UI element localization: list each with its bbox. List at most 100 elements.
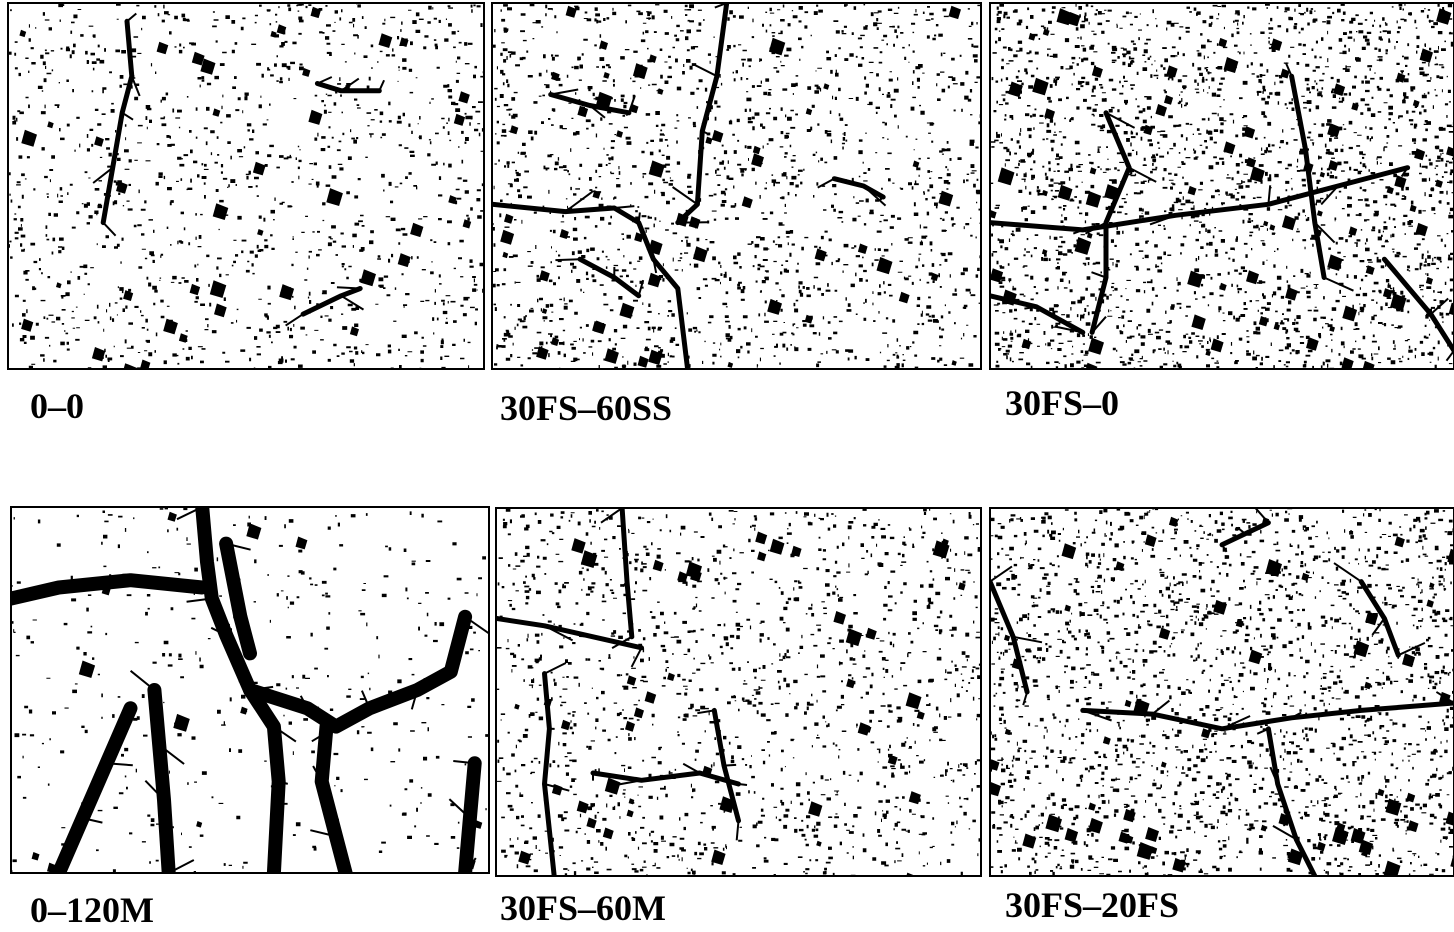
crack-branch: [186, 597, 212, 603]
crack-branch: [106, 762, 133, 767]
crack-branch: [1272, 825, 1297, 841]
micrograph: [989, 2, 1454, 370]
crack-branch: [1314, 875, 1317, 876]
crack-branch: [1149, 214, 1176, 226]
micrograph: [7, 2, 485, 370]
crack-branch: [693, 63, 718, 78]
crack-branch: [550, 88, 579, 96]
crack-branch: [738, 783, 748, 786]
crack-branch: [299, 695, 309, 709]
crack-branch: [448, 798, 471, 819]
pores: [492, 3, 981, 369]
crack-branch: [1323, 276, 1354, 292]
crack-branch: [340, 294, 365, 311]
crack-branch: [1302, 145, 1307, 150]
crack-branch: [555, 258, 581, 262]
crack-branch: [676, 288, 680, 307]
micrograph-content: [492, 3, 981, 369]
crack-branch: [1284, 62, 1293, 77]
crack-branch: [102, 221, 117, 237]
panel-border: [7, 2, 485, 370]
crack-branch: [130, 75, 141, 97]
crack-branch: [158, 744, 185, 765]
crack-branch: [579, 635, 594, 638]
crack-branch: [345, 872, 347, 873]
crack: [1219, 520, 1271, 548]
crack-branch: [144, 780, 165, 801]
crack-branch: [126, 12, 137, 23]
crack-branch: [1022, 691, 1029, 706]
crack-branch: [46, 586, 59, 590]
crack: [1289, 73, 1327, 280]
crack-branch: [1091, 271, 1107, 279]
crack-branch: [1314, 221, 1336, 244]
micrograph-content: [8, 3, 484, 369]
crack-branch: [316, 76, 333, 85]
crack-branch: [1221, 715, 1251, 730]
crack-branch: [1371, 617, 1386, 636]
pores: [990, 3, 1454, 369]
panel-label: 30FS–60SS: [500, 388, 673, 428]
micrograph-content: [11, 507, 489, 873]
micrograph: [989, 507, 1454, 877]
panel-label: 30FS–0: [1005, 383, 1120, 423]
panel-label: 30FS–60M: [500, 888, 666, 928]
crack-branch: [239, 615, 248, 622]
crack-branch: [723, 763, 737, 767]
crack-branch: [273, 872, 276, 873]
crack-branch: [1400, 167, 1409, 178]
crack-branch: [129, 670, 156, 691]
crack-branch: [1084, 221, 1107, 235]
crack: [219, 536, 257, 661]
panel-border: [495, 507, 982, 877]
crack: [11, 573, 210, 606]
crack-branch: [817, 177, 835, 189]
crack: [831, 176, 886, 200]
crack-branch: [410, 689, 419, 710]
crack-branch: [1383, 258, 1397, 275]
crack-branch: [600, 508, 623, 524]
crack-branch: [697, 709, 715, 715]
crack-branch: [1024, 305, 1037, 310]
panel-border: [10, 506, 490, 874]
crack-branch: [637, 212, 641, 223]
crack-branch: [544, 662, 567, 675]
crack-branch: [206, 561, 215, 576]
crack-branch: [312, 765, 323, 782]
crack-branch: [1072, 228, 1084, 235]
crack-branch: [378, 79, 385, 92]
micrograph-content: [496, 508, 981, 876]
crack-branch: [310, 829, 337, 838]
micrograph: [10, 506, 490, 874]
crack: [100, 18, 135, 226]
crack-branch: [1054, 325, 1084, 334]
crack-branch: [273, 725, 297, 743]
crack: [51, 701, 138, 873]
micrograph-content: [990, 3, 1454, 369]
crack: [619, 508, 635, 640]
crack-branch: [672, 186, 698, 206]
crack-branch: [1151, 699, 1171, 715]
crack-branch: [82, 817, 103, 824]
crack-branch: [1105, 111, 1136, 129]
crack-branch: [464, 615, 489, 635]
crack-branch: [316, 706, 328, 728]
crack: [147, 683, 176, 873]
pores: [990, 508, 1454, 876]
panel-border: [989, 2, 1454, 370]
crack-branch: [652, 258, 658, 274]
crack-branch: [125, 708, 132, 723]
crack: [548, 92, 632, 116]
crack-branch: [1397, 641, 1426, 657]
crack-branch: [862, 185, 887, 207]
panel-border: [989, 507, 1454, 877]
crack-branch: [11, 597, 12, 599]
micrograph-content: [990, 508, 1454, 876]
crack-branch: [285, 313, 304, 327]
panel-label: 0–120M: [30, 890, 154, 930]
crack-branch: [682, 762, 701, 774]
crack: [577, 256, 642, 299]
crack: [243, 609, 473, 734]
